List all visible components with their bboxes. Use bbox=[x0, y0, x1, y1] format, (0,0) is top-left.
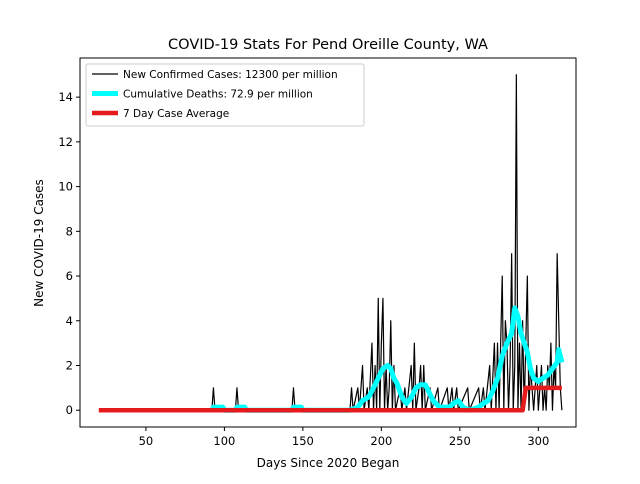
x-tick-label: 200 bbox=[370, 434, 392, 448]
legend-entry: Cumulative Deaths: 72.9 per million bbox=[123, 89, 313, 101]
x-tick-label: 150 bbox=[292, 434, 314, 448]
y-axis-label: New COVID-19 Cases bbox=[32, 179, 46, 307]
x-tick-label: 250 bbox=[449, 434, 471, 448]
legend-entry: New Confirmed Cases: 12300 per million bbox=[123, 69, 338, 81]
y-tick-label: 14 bbox=[58, 90, 73, 104]
x-tick-label: 300 bbox=[527, 434, 549, 448]
y-tick-label: 8 bbox=[66, 224, 73, 238]
chart-title: COVID-19 Stats For Pend Oreille County, … bbox=[168, 37, 488, 53]
y-tick-label: 2 bbox=[66, 359, 73, 373]
legend-box bbox=[85, 63, 365, 127]
plot-frame bbox=[79, 57, 577, 428]
y-tick-label: 12 bbox=[58, 135, 73, 149]
y-tick-label: 10 bbox=[58, 180, 73, 194]
plot-area bbox=[98, 74, 565, 413]
legend-entry: 7 Day Case Average bbox=[123, 108, 229, 120]
legend: New Confirmed Cases: 12300 per million Cu… bbox=[85, 63, 365, 127]
x-tick-label: 100 bbox=[213, 434, 235, 448]
x-tick-label: 50 bbox=[139, 434, 154, 448]
y-tick-label: 4 bbox=[66, 314, 73, 328]
y-tick-label: 0 bbox=[66, 403, 73, 417]
series-line-cumulative-deaths bbox=[209, 305, 565, 413]
axes: 50 100 150 200 250 300 0 2 4 6 8 10 12 14 bbox=[58, 57, 577, 448]
x-axis-label: Days Since 2020 Began bbox=[257, 456, 400, 470]
y-tick-label: 6 bbox=[66, 269, 73, 283]
series-line-7-day-average bbox=[98, 385, 562, 413]
